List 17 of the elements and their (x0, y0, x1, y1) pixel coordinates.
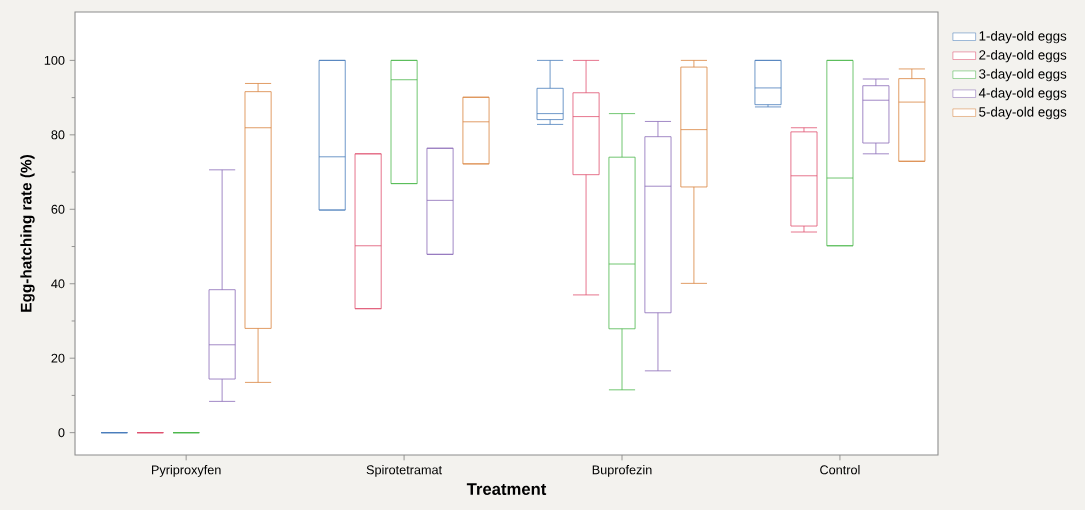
y-tick-label: 100 (44, 55, 65, 65)
y-tick-label: 60 (51, 204, 65, 214)
y-tick-label: 80 (51, 130, 65, 140)
y-axis-title: Egg-hatching rate (%) (20, 155, 35, 312)
legend-label: 4-day-old eggs (978, 87, 1067, 101)
y-tick-label: 20 (51, 353, 65, 363)
x-tick-label: Control (820, 465, 860, 475)
legend-label: 3-day-old eggs (979, 68, 1067, 82)
x-tick-label: Pyriproxyfen (152, 465, 221, 477)
x-tick-label: Spirotetramat (366, 465, 442, 477)
x-tick-label: Buprofezin (592, 465, 652, 477)
legend-label: 2-day-old eggs (979, 49, 1067, 63)
y-tick-label: 40 (51, 279, 65, 289)
x-axis-title: Treatment (466, 483, 547, 495)
legend-label: 1-day-old eggs (979, 30, 1067, 44)
y-tick-label: 0 (58, 428, 65, 438)
legend-label: 5-day-old eggs (979, 106, 1067, 120)
